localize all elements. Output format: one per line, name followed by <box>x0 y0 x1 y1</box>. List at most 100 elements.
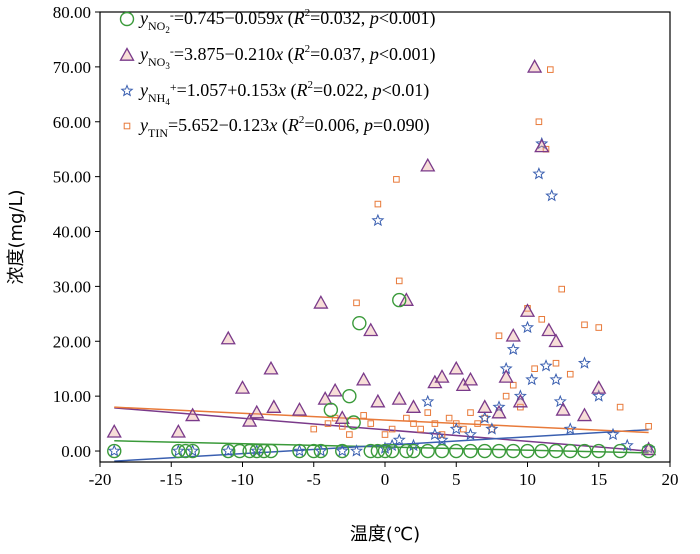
point-no2 <box>477 443 492 459</box>
y-tick-label: 80.00 <box>53 3 91 22</box>
point-tin <box>393 176 400 183</box>
point-no2 <box>352 315 367 331</box>
point-no3 <box>317 391 333 405</box>
point-tin <box>531 365 538 373</box>
point-nh4 <box>553 394 567 408</box>
legend-item-nh4: yNH4+=1.057+0.153x (R2=0.022, p<0.01) <box>120 79 429 107</box>
point-nh4 <box>463 427 478 441</box>
point-tin <box>424 409 432 416</box>
point-no2 <box>335 443 350 459</box>
point-no2 <box>292 443 307 459</box>
point-no2 <box>263 443 279 459</box>
point-no2 <box>306 443 321 459</box>
point-no2 <box>377 443 393 459</box>
x-tick-label: 5 <box>452 470 461 489</box>
x-tick-label: -5 <box>307 470 321 489</box>
point-nh4 <box>513 389 527 402</box>
legend-marker-nh4 <box>120 84 134 97</box>
point-no3 <box>370 393 386 408</box>
point-no2 <box>249 443 264 459</box>
point-no3 <box>519 303 536 317</box>
point-tin <box>509 381 517 389</box>
point-nh4 <box>314 444 328 457</box>
series-no3 <box>106 59 657 456</box>
point-tin <box>535 118 543 126</box>
point-tin <box>410 420 417 427</box>
point-no2 <box>491 443 507 459</box>
point-nh4 <box>186 444 200 457</box>
point-tin <box>452 420 460 427</box>
point-tin <box>502 392 510 400</box>
point-no3 <box>266 399 282 413</box>
point-no2 <box>420 443 435 459</box>
point-no2 <box>534 443 549 459</box>
point-nh4 <box>563 422 577 435</box>
legend-label-nh4: yNH4+=1.057+0.153x (R2=0.022, p<0.01) <box>138 79 429 107</box>
y-axis-label: 浓度(mg/L) <box>6 189 27 284</box>
legend-item-no2: yNO2-=0.745−0.059x (R2=0.032, p<0.001) <box>119 7 435 35</box>
point-nh4 <box>525 372 539 386</box>
point-no3 <box>234 380 251 394</box>
point-nh4 <box>549 372 563 386</box>
point-no2 <box>342 388 357 404</box>
point-nh4 <box>620 438 634 452</box>
point-tin <box>460 425 467 433</box>
point-tin <box>474 420 481 427</box>
y-tick-label: 60.00 <box>53 113 91 132</box>
point-nh4 <box>435 433 449 446</box>
point-tin <box>547 66 554 73</box>
point-nh4 <box>221 444 235 457</box>
x-tick-label: 0 <box>381 470 390 489</box>
point-nh4 <box>335 444 349 457</box>
legend-label-no2: yNO2-=0.745−0.059x (R2=0.032, p<0.001) <box>138 7 435 35</box>
y-tick-label: 70.00 <box>53 58 91 77</box>
point-tin <box>403 414 410 422</box>
series-no2 <box>107 292 656 459</box>
point-no2 <box>548 443 564 459</box>
data-points <box>106 59 657 459</box>
point-nh4 <box>545 188 559 202</box>
point-no3 <box>242 413 258 427</box>
point-tin <box>310 425 318 433</box>
point-tin <box>552 359 560 367</box>
point-no3 <box>363 322 379 337</box>
point-tin <box>645 423 652 430</box>
point-tin <box>616 403 624 411</box>
point-no2 <box>256 443 272 459</box>
point-nh4 <box>449 422 463 435</box>
point-no3 <box>505 327 521 342</box>
point-no2 <box>313 443 329 459</box>
point-nh4 <box>520 320 535 334</box>
point-tin <box>566 370 574 378</box>
point-no3 <box>334 410 350 424</box>
point-tin <box>324 420 332 427</box>
point-nh4 <box>250 444 264 457</box>
point-no3 <box>448 360 464 375</box>
point-no2 <box>384 443 400 459</box>
point-tin <box>558 285 566 293</box>
point-nh4 <box>292 444 307 457</box>
point-tin <box>581 321 588 329</box>
point-no3 <box>591 380 607 394</box>
point-tin <box>353 299 360 307</box>
point-no3 <box>220 330 236 345</box>
point-no3 <box>434 369 450 383</box>
point-no3 <box>576 407 593 422</box>
point-no3 <box>491 404 507 419</box>
point-nh4 <box>392 433 406 446</box>
series-nh4 <box>107 136 656 457</box>
y-tick-label: 20.00 <box>53 332 91 351</box>
point-nh4 <box>577 356 592 369</box>
point-no2 <box>363 443 378 459</box>
point-nh4 <box>506 342 520 356</box>
legend-marker-no2 <box>119 11 135 27</box>
point-nh4 <box>428 427 442 441</box>
point-tin <box>431 420 439 427</box>
x-tick-label: -15 <box>160 470 183 489</box>
legend-marker-no3 <box>119 47 135 61</box>
point-tin <box>538 316 546 323</box>
point-no3 <box>462 371 479 386</box>
point-no2 <box>463 443 478 459</box>
point-tin <box>360 412 367 419</box>
